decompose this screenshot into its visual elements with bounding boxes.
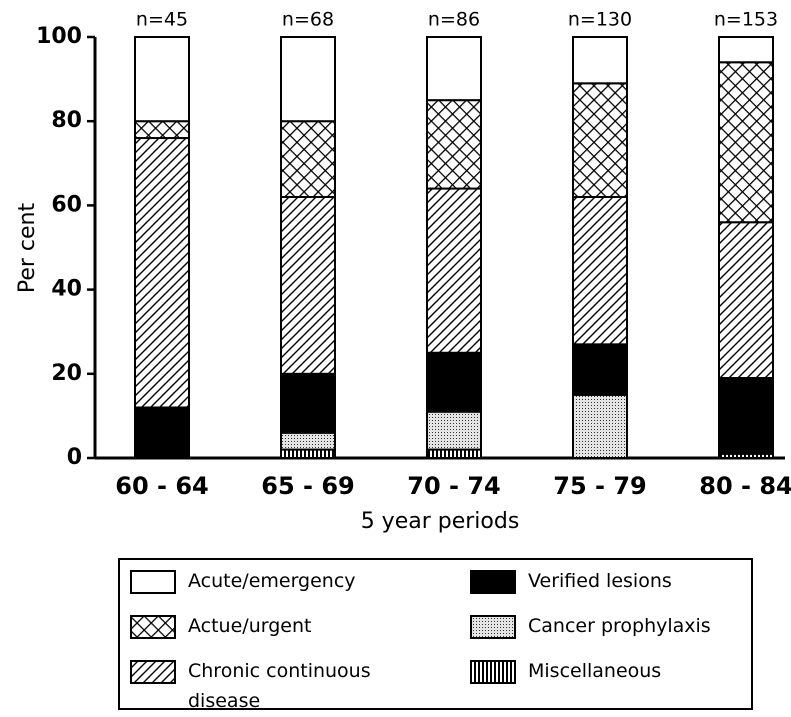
legend-swatch (130, 660, 176, 684)
legend-entry: Cancer prophylaxis (470, 611, 740, 641)
bar-label: n=68 (282, 9, 334, 31)
chart: Per cent 5 year periods 0 20 40 60 80 100 n=45… (15, 9, 791, 535)
bar-segment (426, 410, 482, 451)
x-tick-label: 75 - 79 (553, 472, 646, 500)
legend: Miscellaneous Cancer prophylaxis Verified … (118, 558, 753, 712)
bar-segment (426, 351, 482, 413)
bar-segment (718, 61, 774, 224)
bar-segment (426, 36, 482, 102)
legend-swatch (470, 570, 516, 594)
y-axis-label: Per cent (15, 203, 40, 294)
legend-swatch-fill (470, 570, 516, 594)
y-tick-label: 60 (51, 192, 82, 217)
bar-segment (280, 431, 336, 451)
legend-label: Cancer prophylaxis (528, 615, 711, 637)
y-tick-label: 0 (67, 445, 82, 470)
legend-swatch-fill (130, 660, 176, 684)
bar-segment (426, 187, 482, 354)
legend-label: Miscellaneous (528, 660, 662, 682)
y-tick-label: 20 (51, 361, 82, 386)
legend-label: Actue/urgent (188, 615, 312, 637)
bar-segment (134, 120, 190, 140)
legend-swatch (470, 660, 516, 684)
bar-segment (572, 82, 628, 198)
bar-label: n=45 (136, 9, 188, 31)
x-tick-label: 80 - 84 (699, 472, 791, 500)
x-tick-label: 65 - 69 (261, 472, 354, 500)
bar-segment (572, 393, 628, 460)
y-tick-label: 40 (51, 277, 82, 302)
legend-swatch-fill (130, 615, 176, 639)
bar-label: n=153 (714, 9, 778, 31)
bar-segment (572, 343, 628, 396)
bar-segment (134, 406, 190, 460)
bar-segment (134, 36, 190, 123)
legend-swatch (130, 615, 176, 639)
legend-swatch-fill (470, 615, 516, 639)
legend-entry: Miscellaneous (470, 656, 740, 686)
y-tick-label: 80 (51, 108, 82, 133)
bar-segment (280, 36, 336, 123)
legend-swatch (470, 615, 516, 639)
legend-entry: Verified lesions (470, 566, 740, 596)
bar-segment (280, 195, 336, 375)
bar-segment (426, 448, 482, 459)
legend-swatch (130, 570, 176, 594)
bar-segment (280, 372, 336, 434)
bar-segment (718, 377, 774, 455)
bar-segment (134, 137, 190, 409)
bar-segment (572, 36, 628, 85)
legend-swatch-fill (470, 660, 516, 684)
x-axis-label: 5 year periods (361, 509, 520, 534)
legend-label: Chronic continuous disease (188, 660, 371, 712)
legend-entry: Actue/urgent (130, 611, 430, 641)
bar-segment (426, 99, 482, 190)
bar-segment (718, 221, 774, 380)
legend-entry: Acute/emergency (130, 566, 430, 596)
legend-label: Verified lesions (528, 570, 672, 592)
y-tick-label: 100 (36, 24, 82, 49)
bar-label: n=86 (428, 9, 480, 31)
bar-segment (572, 195, 628, 346)
bar-segment (280, 448, 336, 459)
bar-segment (280, 120, 336, 198)
legend-swatch-fill (130, 570, 176, 594)
bar-label: n=130 (568, 9, 632, 31)
bar-segment (718, 36, 774, 64)
x-tick-label: 60 - 64 (115, 472, 208, 500)
x-tick-label: 70 - 74 (407, 472, 500, 500)
legend-entry: Chronic continuous disease (130, 656, 430, 716)
legend-label: Acute/emergency (188, 570, 356, 592)
